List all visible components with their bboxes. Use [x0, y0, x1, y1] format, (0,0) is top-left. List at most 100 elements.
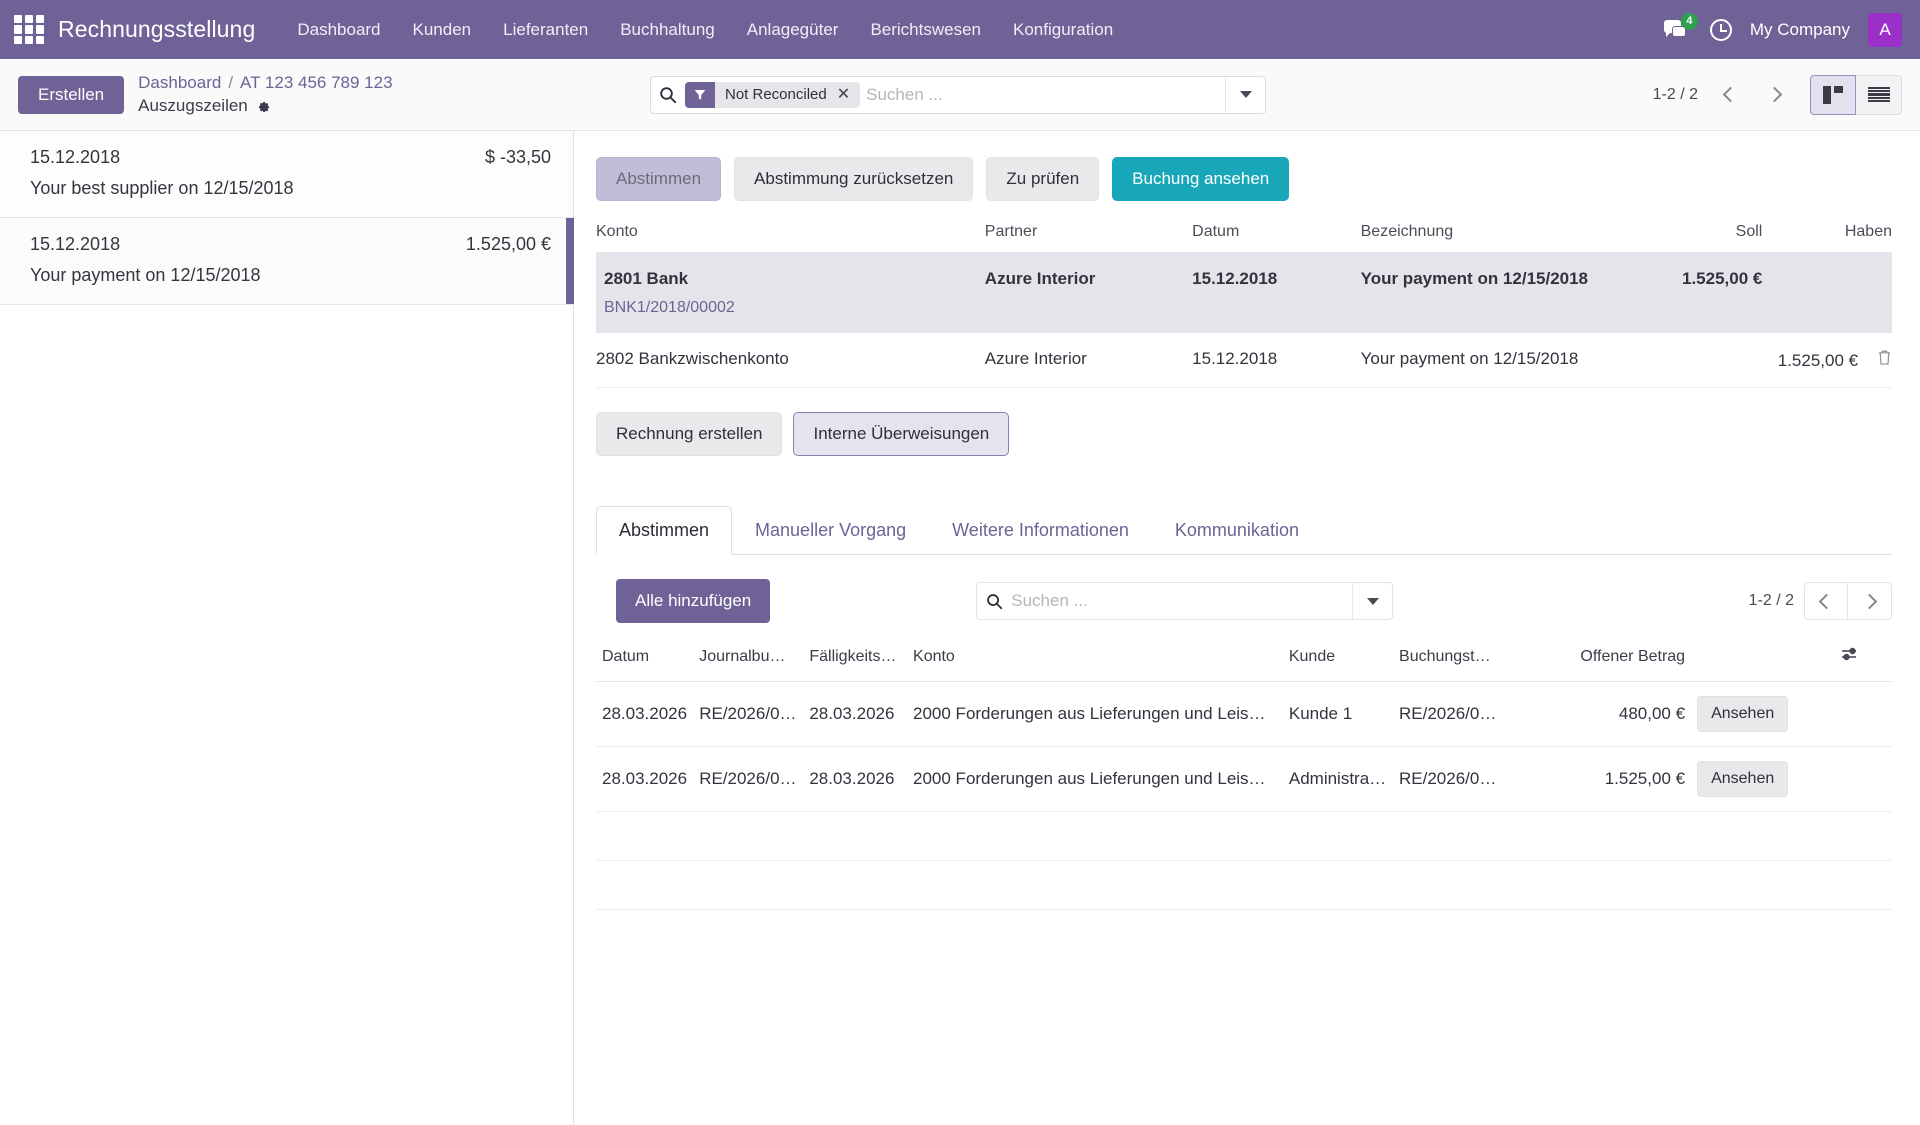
breadcrumb-journal[interactable]: AT 123 456 789 123	[240, 72, 393, 92]
move-line-row[interactable]: 2801 Bank BNK1/2018/00002 Azure Interior…	[596, 252, 1892, 333]
proposals-next-button[interactable]	[1848, 582, 1892, 620]
move-line-account: 2801 Bank	[604, 269, 689, 288]
pager-previous-button[interactable]	[1708, 75, 1752, 115]
internal-transfer-button[interactable]: Interne Überweisungen	[793, 412, 1010, 456]
col-soll: Soll	[1619, 223, 1763, 253]
statement-line-amount: $ -33,50	[484, 147, 551, 167]
create-button[interactable]: Erstellen	[18, 75, 125, 114]
view-proposal-button[interactable]: Ansehen	[1697, 696, 1789, 732]
search-facet-not-reconciled[interactable]: Not Reconciled ✕	[685, 81, 861, 108]
activities-clock-icon[interactable]	[1709, 18, 1732, 41]
sliders-icon	[1840, 645, 1860, 668]
tab-manueller-vorgang[interactable]: Manueller Vorgang	[755, 520, 907, 540]
breadcrumb-separator: /	[228, 72, 234, 92]
chevron-down-icon[interactable]	[1352, 583, 1392, 619]
proposal-due-date: 28.03.2026	[803, 681, 908, 747]
move-line-credit: 1.525,00 €	[1777, 351, 1859, 370]
tab-abstimmen[interactable]: Abstimmen	[596, 506, 733, 555]
proposal-booking-text: RE/2026/0…	[1393, 746, 1510, 812]
view-proposal-button[interactable]: Ansehen	[1697, 761, 1789, 797]
tab-weitere-informationen[interactable]: Weitere Informationen	[952, 520, 1129, 540]
proposal-date: 28.03.2026	[596, 746, 694, 812]
proposal-empty-row	[596, 860, 1892, 910]
statement-lines-column: 15.12.2018 $ -33,50 Your best supplier o…	[0, 131, 574, 1125]
menu-item-buchhaltung[interactable]: Buchhaltung	[620, 19, 715, 39]
proposal-row[interactable]: 28.03.2026 RE/2026/0… 28.03.2026 2000 Fo…	[596, 746, 1892, 812]
statement-line-amount: 1.525,00 €	[465, 234, 551, 254]
add-all-button[interactable]: Alle hinzufügen	[616, 579, 771, 623]
move-line-credit	[1762, 252, 1892, 333]
menu-item-berichtswesen[interactable]: Berichtswesen	[870, 19, 981, 39]
proposal-spacer	[1833, 746, 1892, 812]
statement-line-label: Your payment on 12/15/2018	[30, 265, 261, 285]
user-avatar[interactable]: A	[1868, 12, 1902, 47]
col-action	[1691, 645, 1834, 682]
apps-grid-icon[interactable]	[14, 14, 44, 45]
menu-item-kunden[interactable]: Kunden	[412, 19, 472, 39]
app-brand-title[interactable]: Rechnungsstellung	[58, 16, 256, 42]
control-panel: Erstellen Dashboard / AT 123 456 789 123…	[0, 59, 1920, 131]
chevron-down-icon[interactable]	[1225, 76, 1265, 113]
list-view-button[interactable]	[1856, 74, 1902, 115]
reset-reconciliation-button[interactable]: Abstimmung zurücksetzen	[734, 157, 974, 201]
proposal-booking-text: RE/2026/0…	[1393, 681, 1510, 747]
proposal-action-cell: Ansehen	[1691, 746, 1834, 812]
close-icon[interactable]: ✕	[836, 85, 851, 103]
move-line-date: 15.12.2018	[1192, 333, 1361, 388]
search-input[interactable]	[866, 84, 1225, 105]
view-journal-entry-button[interactable]: Buchung ansehen	[1112, 157, 1290, 201]
reconciliation-panel: Abstimmen Abstimmung zurücksetzen Zu prü…	[574, 131, 1920, 1125]
trash-icon[interactable]	[1877, 350, 1892, 370]
col-konto: Konto	[907, 645, 1283, 682]
view-switcher	[1810, 74, 1902, 115]
proposal-account: 2000 Forderungen aus Lieferungen und Lei…	[907, 681, 1283, 747]
move-line-partner: Azure Interior	[984, 333, 1193, 388]
proposals-search-input[interactable]	[1011, 591, 1353, 611]
statement-line-card-selected[interactable]: 15.12.2018 1.525,00 € Your payment on 12…	[0, 218, 574, 305]
breadcrumb-dashboard[interactable]: Dashboard	[138, 72, 222, 92]
proposal-customer: Administra…	[1282, 746, 1394, 812]
col-faelligkeitsdatum: Fälligkeits…	[803, 645, 908, 682]
reconcile-action-buttons: Abstimmen Abstimmung zurücksetzen Zu prü…	[596, 157, 1892, 201]
search-facet-label: Not Reconciled	[725, 86, 827, 103]
search-icon	[651, 86, 685, 104]
proposal-journal-entry: RE/2026/0…	[693, 681, 804, 747]
menu-item-konfiguration[interactable]: Konfiguration	[1013, 19, 1114, 39]
move-line-debit	[1619, 333, 1763, 388]
move-lines-table: Konto Partner Datum Bezeichnung Soll Hab…	[596, 223, 1892, 388]
statement-line-label: Your best supplier on 12/15/2018	[30, 178, 294, 198]
statement-line-card[interactable]: 15.12.2018 $ -33,50 Your best supplier o…	[0, 131, 573, 218]
breadcrumb: Dashboard / AT 123 456 789 123 Auszugsze…	[138, 72, 392, 118]
create-invoice-button[interactable]: Rechnung erstellen	[596, 412, 783, 456]
col-partner: Partner	[984, 223, 1193, 253]
page-title: Auszugszeilen	[138, 95, 248, 115]
proposal-journal-entry: RE/2026/0…	[693, 746, 804, 812]
menu-item-anlagegueter[interactable]: Anlagegüter	[746, 19, 839, 39]
move-line-reference[interactable]: BNK1/2018/00002	[604, 299, 735, 316]
menu-item-lieferanten[interactable]: Lieferanten	[503, 19, 589, 39]
move-line-label: Your payment on 12/15/2018	[1360, 333, 1620, 388]
proposals-pager: 1-2 / 2	[1749, 582, 1892, 620]
move-lines-header-row: Konto Partner Datum Bezeichnung Soll Hab…	[596, 223, 1892, 253]
messages-badge-count: 4	[1680, 12, 1698, 30]
move-line-account: 2802 Bankzwischenkonto	[596, 333, 985, 388]
gear-icon[interactable]	[256, 98, 271, 113]
kanban-view-button[interactable]	[1810, 74, 1856, 115]
proposals-previous-button[interactable]	[1804, 582, 1848, 620]
messages-icon[interactable]: 4	[1663, 12, 1698, 42]
column-options-button[interactable]	[1833, 645, 1892, 682]
proposals-pager-count: 1-2 / 2	[1748, 592, 1794, 609]
tab-kommunikation[interactable]: Kommunikation	[1174, 520, 1299, 540]
proposal-row[interactable]: 28.03.2026 RE/2026/0… 28.03.2026 2000 Fo…	[596, 681, 1892, 747]
company-switcher[interactable]: My Company	[1749, 19, 1850, 39]
menu-item-dashboard[interactable]: Dashboard	[297, 19, 381, 39]
pager-next-button[interactable]	[1752, 75, 1796, 115]
col-journalbuchung: Journalbu…	[693, 645, 804, 682]
to-check-button[interactable]: Zu prüfen	[986, 157, 1100, 201]
page-body: 15.12.2018 $ -33,50 Your best supplier o…	[0, 131, 1920, 1125]
reconcile-button[interactable]: Abstimmen	[596, 157, 722, 201]
navbar-right-area: 4 My Company A	[1663, 12, 1902, 47]
move-line-row[interactable]: 2802 Bankzwischenkonto Azure Interior 15…	[596, 333, 1892, 388]
proposal-date: 28.03.2026	[596, 681, 694, 747]
col-offener-betrag: Offener Betrag	[1509, 645, 1692, 682]
